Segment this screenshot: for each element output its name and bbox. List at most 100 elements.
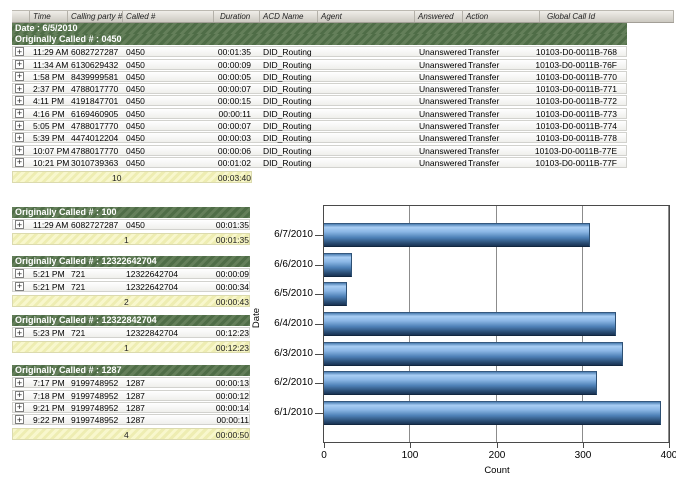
column-header-answered[interactable]: Answered xyxy=(415,11,463,22)
y-tick-mark xyxy=(315,324,323,325)
expand-row-button[interactable]: + xyxy=(15,120,24,131)
chart-gridline xyxy=(668,206,669,442)
call-detail-table: Time Calling party # Called # Duration ACD N… xyxy=(12,10,674,183)
column-header-time[interactable]: Time xyxy=(30,11,68,22)
cell-action: Transfer xyxy=(468,47,500,58)
cell-calling-party: 6130629432 xyxy=(71,59,119,70)
group-header-row[interactable]: Originally Called # : 100 xyxy=(12,207,250,218)
cell-answered: Unanswered xyxy=(419,84,467,95)
cell-called: 0450 xyxy=(126,71,145,82)
group-summary-row: 10 00:03:40 xyxy=(12,170,252,183)
chart-bar xyxy=(324,342,623,366)
group-section: Originally Called # : 12322842704 +5:23 P… xyxy=(12,315,250,354)
table-row[interactable]: +11:34 AM 6130629432 0450 00:00:09 DID_Routi… xyxy=(12,58,627,70)
group-header-row[interactable]: Originally Called # : 1287 xyxy=(12,365,250,376)
expand-row-button[interactable]: + xyxy=(15,377,24,388)
group-section: Originally Called # : 1287 +7:17 PM 919974… xyxy=(12,365,250,441)
column-header-expand[interactable] xyxy=(12,11,30,22)
cell-calling-party: 8439999581 xyxy=(71,71,119,82)
table-row[interactable]: +5:21 PM 721 12322642704 00:00:34 xyxy=(12,280,250,292)
chart-bar xyxy=(324,371,597,395)
table-row[interactable]: +10:07 PM 4788017770 0450 00:00:06 DID_Routi… xyxy=(12,144,627,156)
cell-duration: 00:00:05 xyxy=(217,71,251,82)
table-row[interactable]: +5:23 PM 721 12322842704 00:12:23 xyxy=(12,327,250,339)
cell-time: 10:21 PM xyxy=(33,157,70,168)
table-row[interactable]: +1:58 PM 8439999581 0450 00:00:05 DID_Routin… xyxy=(12,70,627,82)
expand-row-button[interactable]: + xyxy=(15,95,24,106)
table-row[interactable]: +9:21 PM 9199748952 1287 00:00:14 xyxy=(12,401,250,413)
cell-time: 7:18 PM xyxy=(33,390,65,401)
cell-global-call-id: 10103-D0-0011B-774 xyxy=(535,121,617,132)
cell-global-call-id: 10103-D0-0011B-77E xyxy=(534,145,617,156)
expand-row-button[interactable]: + xyxy=(15,157,24,168)
expand-row-button[interactable]: + xyxy=(15,402,24,413)
summary-total-duration: 00:00:50 xyxy=(215,430,249,441)
expand-row-button[interactable]: + xyxy=(15,71,24,82)
table-row[interactable]: +7:18 PM 9199748952 1287 00:00:12 xyxy=(12,389,250,401)
cell-time: 1:58 PM xyxy=(33,71,65,82)
cell-acd-name: DID_Routing xyxy=(263,133,312,144)
expand-row-button[interactable]: + xyxy=(15,108,24,119)
expand-row-button[interactable]: + xyxy=(15,83,24,94)
table-row[interactable]: +11:29 AM 6082727287 0450 00:01:35 DID_Routi… xyxy=(12,46,627,58)
table-row[interactable]: +4:11 PM 4191847701 0450 00:00:15 DID_Routin… xyxy=(12,95,627,107)
cell-called: 0450 xyxy=(126,59,145,70)
expand-row-button[interactable]: + xyxy=(15,219,24,230)
expand-row-button[interactable]: + xyxy=(15,414,24,425)
cell-called: 1287 xyxy=(126,378,145,389)
column-header-agent[interactable]: Agent xyxy=(318,11,415,22)
expand-row-button[interactable]: + xyxy=(15,268,24,279)
table-row[interactable]: +10:21 PM 3010739363 0450 00:01:02 DID_Routi… xyxy=(12,156,627,168)
cell-answered: Unanswered xyxy=(419,108,467,119)
cell-global-call-id: 10103-D0-0011B-773 xyxy=(535,108,617,119)
x-tick-label: 300 xyxy=(574,450,592,461)
cell-action: Transfer xyxy=(468,59,500,70)
y-tick-label: 6/4/2010 xyxy=(274,318,313,329)
expand-row-button[interactable]: + xyxy=(15,132,24,143)
cell-action: Transfer xyxy=(468,157,500,168)
cell-duration: 00:01:35 xyxy=(217,47,251,58)
column-header-called-[interactable]: Called # xyxy=(123,11,214,22)
cell-global-call-id: 10103-D0-0011B-77F xyxy=(535,157,617,168)
date-group-row[interactable]: Date : 6/5/2010 xyxy=(12,23,627,34)
column-header-global-call-id[interactable]: Global Call Id xyxy=(540,11,674,22)
group-header-row[interactable]: Originally Called # : 12322642704 xyxy=(12,256,250,267)
cell-global-call-id: 10103-D0-0011B-768 xyxy=(535,47,617,58)
table-row[interactable]: +2:37 PM 4788017770 0450 00:00:07 DID_Routin… xyxy=(12,83,627,95)
expand-row-button[interactable]: + xyxy=(15,390,24,401)
cell-acd-name: DID_Routing xyxy=(263,84,312,95)
expand-row-button[interactable]: + xyxy=(15,327,24,338)
x-tick-mark xyxy=(324,443,325,448)
column-header-duration[interactable]: Duration xyxy=(214,11,260,22)
table-header-row: Time Calling party # Called # Duration ACD N… xyxy=(12,10,674,23)
expand-row-button[interactable]: + xyxy=(15,46,24,57)
group-header-row[interactable]: Originally Called # : 12322842704 xyxy=(12,315,250,326)
expand-row-button[interactable]: + xyxy=(15,281,24,292)
table-row[interactable]: +4:16 PM 6169460905 0450 00:00:11 DID_Routin… xyxy=(12,107,627,119)
table-body: +11:29 AM 6082727287 0450 00:01:35 DID_Routi… xyxy=(12,46,674,168)
column-header-calling-party-[interactable]: Calling party # xyxy=(68,11,123,22)
cell-acd-name: DID_Routing xyxy=(263,71,312,82)
expand-row-button[interactable]: + xyxy=(15,59,24,70)
table-row[interactable]: +9:22 PM 9199748952 1287 00:00:11 xyxy=(12,414,250,426)
table-row[interactable]: +5:21 PM 721 12322642704 00:00:09 xyxy=(12,268,250,280)
column-header-acd-name[interactable]: ACD Name xyxy=(260,11,318,22)
x-tick-mark xyxy=(410,443,411,448)
expand-row-button[interactable]: + xyxy=(15,145,24,156)
cell-answered: Unanswered xyxy=(419,157,467,168)
cell-calling-party: 721 xyxy=(71,328,86,339)
x-tick-label: 200 xyxy=(488,450,506,461)
cell-action: Transfer xyxy=(468,108,500,119)
cell-calling-party: 6082727287 xyxy=(71,47,119,58)
cell-calling-party: 9199748952 xyxy=(71,390,119,401)
table-row[interactable]: +7:17 PM 9199748952 1287 00:00:13 xyxy=(12,377,250,389)
table-row[interactable]: +11:29 AM 6082727287 0450 00:01:35 xyxy=(12,219,250,231)
chart-plot-area xyxy=(323,205,670,443)
group-header-label: Originally Called # : 0450 xyxy=(15,34,122,44)
table-row[interactable]: +5:05 PM 4788017770 0450 00:00:07 DID_Routin… xyxy=(12,120,627,132)
group-header-row[interactable]: Originally Called # : 0450 xyxy=(12,34,627,45)
table-row[interactable]: +5:39 PM 4474012204 0450 00:00:03 DID_Routin… xyxy=(12,132,627,144)
cell-calling-party: 4788017770 xyxy=(71,121,119,132)
column-header-action[interactable]: Action xyxy=(463,11,540,22)
